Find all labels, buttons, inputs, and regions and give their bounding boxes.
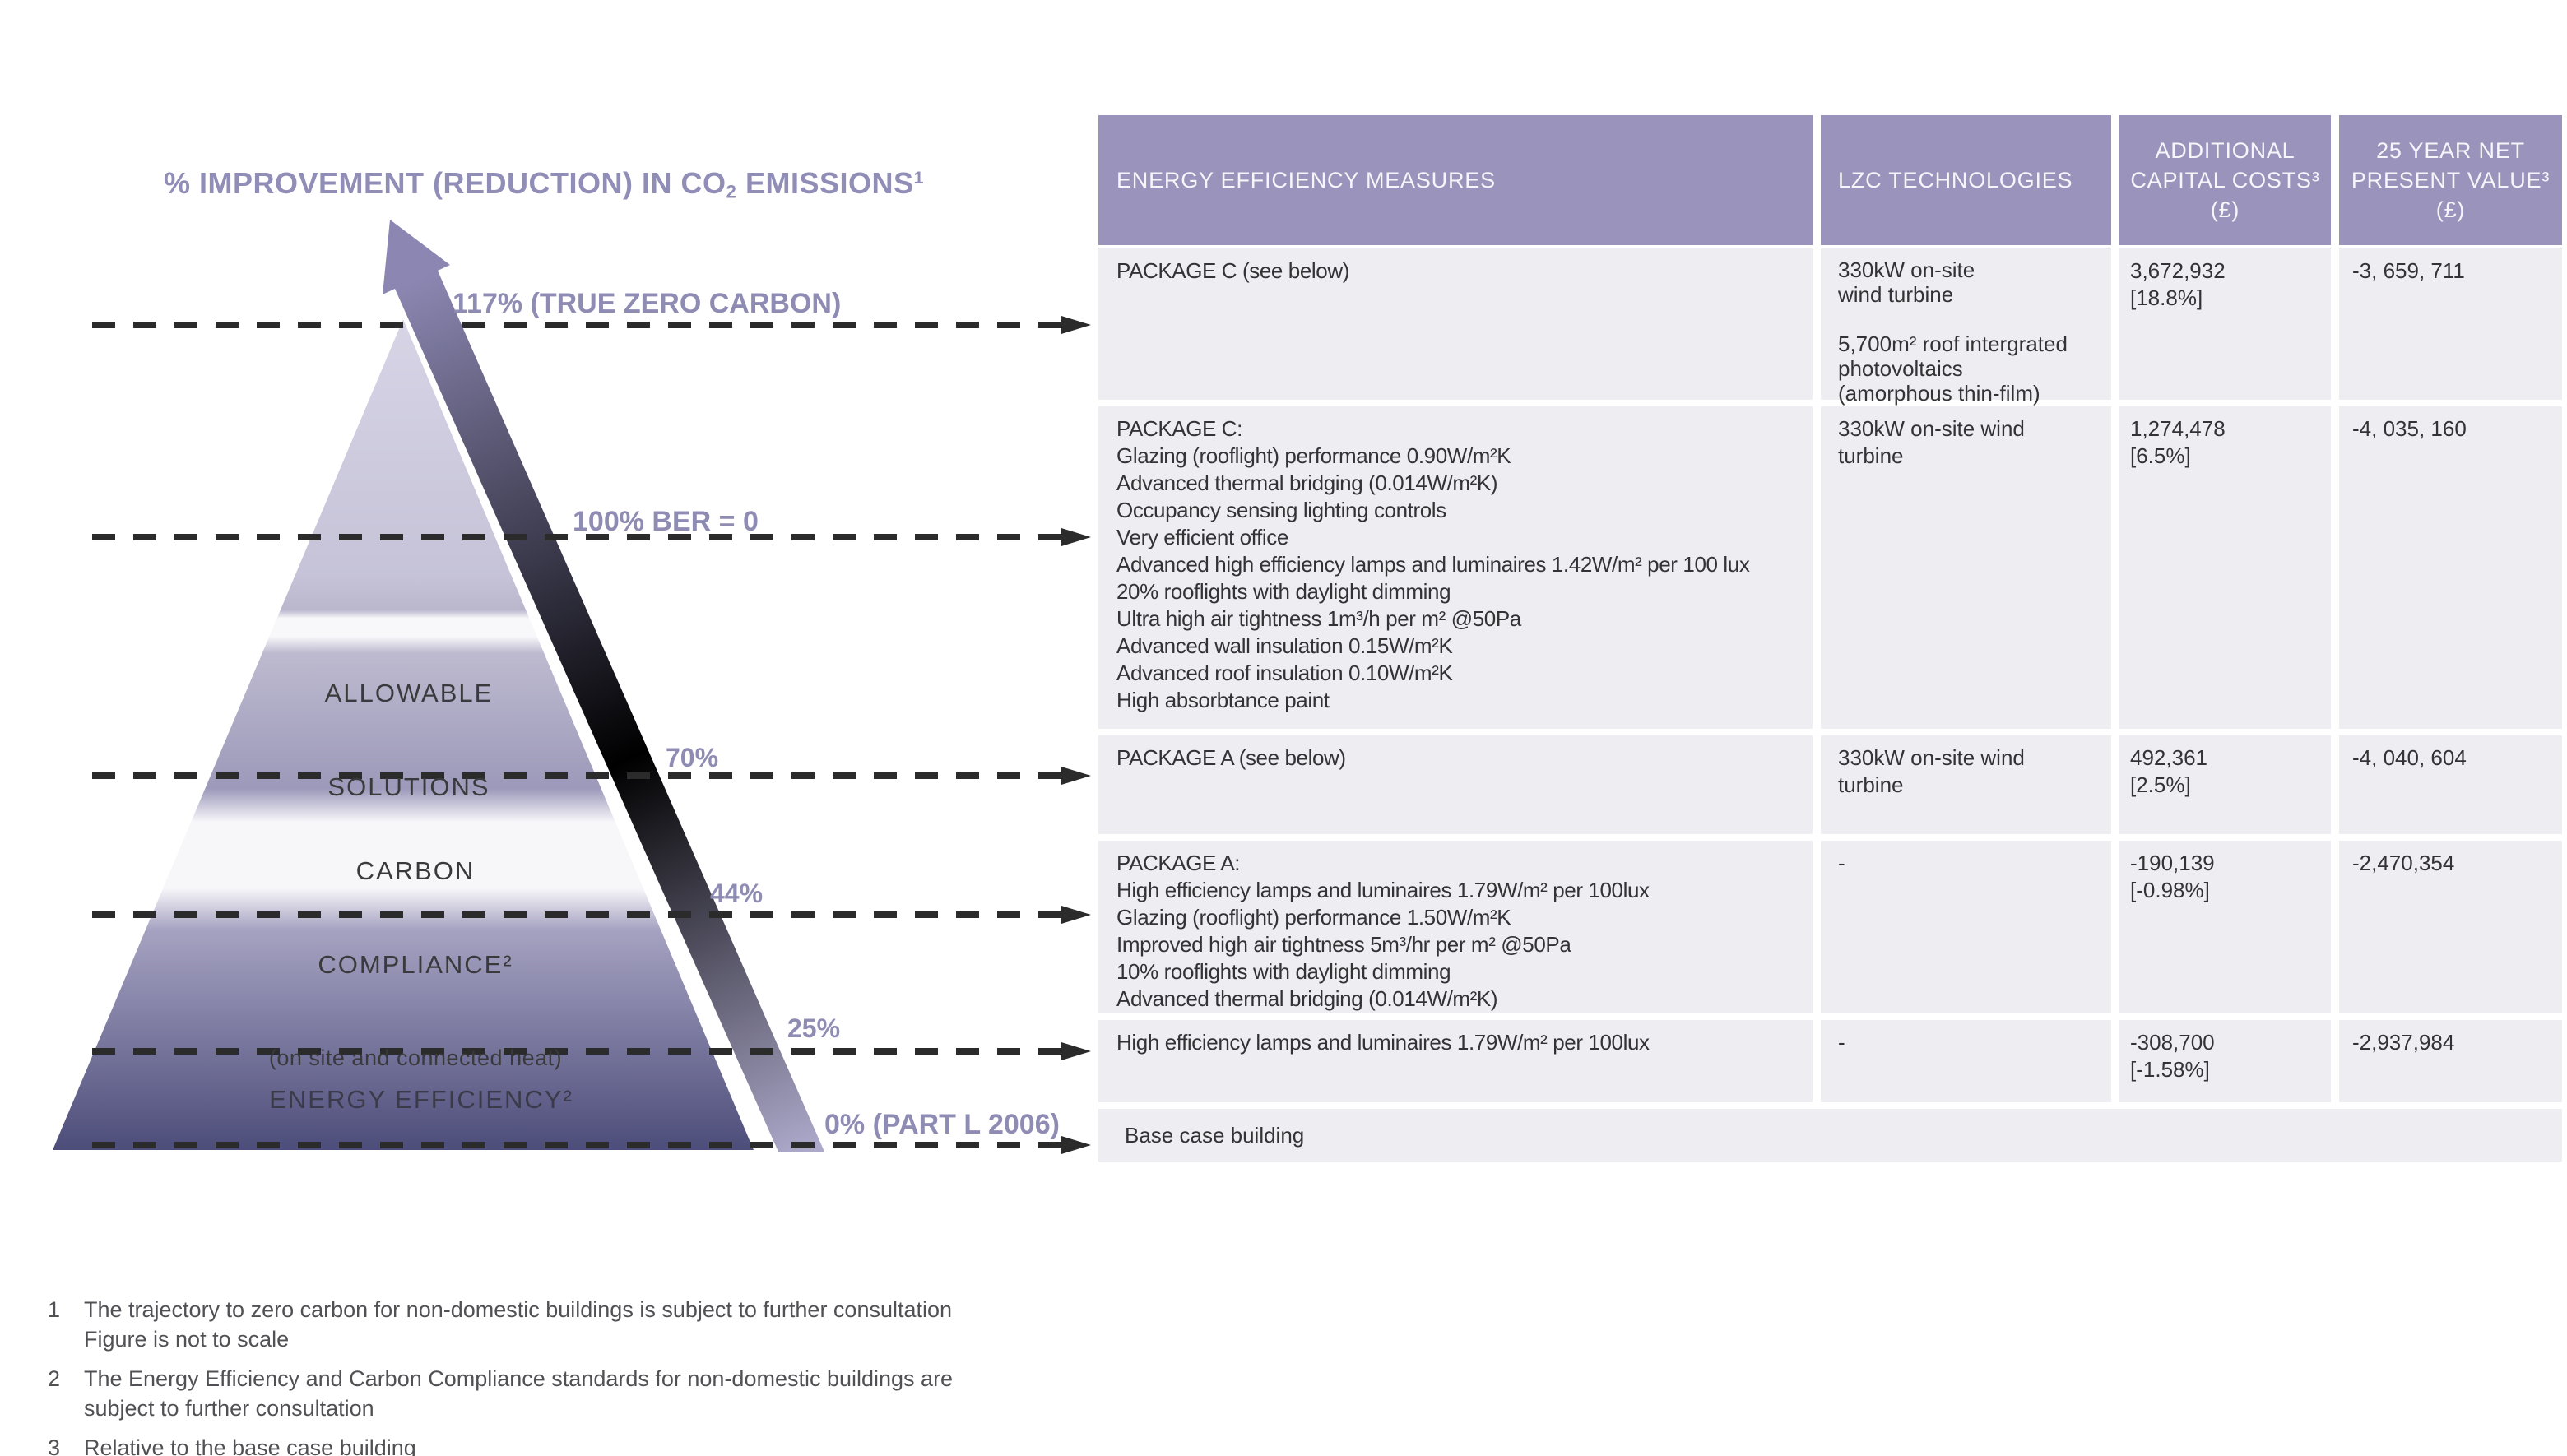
level-label-25: 25% [787, 1013, 841, 1043]
footnote-text: The trajectory to zero carbon for non-do… [84, 1297, 953, 1352]
footnote-number: 1 [48, 1297, 61, 1322]
pyramid-shape [53, 319, 754, 1150]
cell-cost: -308,700 [-1.58%] [2119, 1020, 2331, 1102]
cell-lzc: 330kW on-site wind turbine [1821, 406, 2111, 729]
cell-npv: -3, 659, 711 [2339, 248, 2562, 400]
table-row: PACKAGE C (see below) 330kW on-site wind… [1098, 248, 2562, 406]
level-label-100: 100% BER = 0 [573, 506, 759, 537]
footnote-number: 3 [48, 1435, 61, 1456]
carbon-line1: CARBON [355, 856, 476, 885]
table-row: PACKAGE A (see below) 330kW on-site wind… [1098, 735, 2562, 834]
footnote-3: 3 Relative to the base case building [48, 1433, 1076, 1456]
trajectory-arrow [383, 220, 824, 1152]
dashed-arrowheads [1061, 528, 1091, 1154]
cell-measures: PACKAGE C (see below) [1098, 248, 1813, 400]
cell-measures: PACKAGE A (see below) [1098, 735, 1813, 834]
carbon-line2: COMPLIANCE² [318, 950, 513, 979]
cell-npv: -4, 040, 604 [2339, 735, 2562, 834]
cell-npv: -2,470,354 [2339, 841, 2562, 1013]
cell-cost: 492,361 [2.5%] [2119, 735, 2331, 834]
pyramid-label-allowable-solutions: ALLOWABLE SOLUTIONS [325, 615, 494, 865]
footnote-number: 2 [48, 1366, 61, 1391]
pyramid-label-carbon-compliance: CARBON COMPLIANCE² (on site and connecte… [269, 793, 562, 1135]
table-row: High efficiency lamps and luminaires 1.7… [1098, 1020, 2562, 1102]
table-row: PACKAGE A: High efficiency lamps and lum… [1098, 841, 2562, 1013]
table-row-base-case: Base case building [1098, 1109, 2562, 1162]
level-label-44: 44% [710, 879, 764, 908]
header-energy-efficiency-measures: ENERGY EFFICIENCY MEASURES [1098, 115, 1813, 245]
level-label-70: 70% [666, 743, 719, 772]
title-text: % IMPROVEMENT (REDUCTION) IN CO [164, 166, 726, 200]
footnotes: 1 The trajectory to zero carbon for non-… [48, 1295, 1076, 1456]
cell-lzc: - [1821, 841, 2111, 1013]
cell-measures: PACKAGE A: High efficiency lamps and lum… [1098, 841, 1813, 1013]
cell-npv: -4, 035, 160 [2339, 406, 2562, 729]
cell-measures: PACKAGE C: Glazing (rooflight) performan… [1098, 406, 1813, 729]
header-lzc-technologies: LZC TECHNOLOGIES [1821, 115, 2111, 245]
table-header-row: ENERGY EFFICIENCY MEASURES LZC TECHNOLOG… [1098, 115, 2562, 245]
allowable-line1: ALLOWABLE [324, 679, 494, 707]
cell-lzc: - [1821, 1020, 2111, 1102]
table-row: PACKAGE C: Glazing (rooflight) performan… [1098, 406, 2562, 729]
cell-lzc: 330kW on-site wind turbine 5,700m² roof … [1821, 248, 2111, 406]
dashed-arrowhead-117 [1061, 316, 1091, 334]
footnote-text: Relative to the base case building [84, 1435, 416, 1456]
allowable-line2: SOLUTIONS [327, 772, 490, 801]
cell-measures: High efficiency lamps and luminaires 1.7… [1098, 1020, 1813, 1102]
carbon-subtitle: (on site and connected heat) [268, 1046, 563, 1070]
title-subscript: 2 [726, 181, 737, 202]
title-footnote-marker: 1 [913, 167, 924, 188]
level-label-0: 0% (PART L 2006) [824, 1109, 1060, 1140]
diagram-title: % IMPROVEMENT (REDUCTION) IN CO2 EMISSIO… [164, 166, 924, 203]
header-25-year-npv: 25 YEAR NET PRESENT VALUE³ (£) [2339, 115, 2562, 245]
title-text-2: EMISSIONS [736, 166, 914, 200]
header-additional-capital-costs: ADDITIONAL CAPITAL COSTS³ (£) [2119, 115, 2331, 245]
cell-npv: -2,937,984 [2339, 1020, 2562, 1102]
pyramid-label-energy-efficiency: ENERGY EFFICIENCY² [269, 1085, 573, 1114]
cell-cost: 3,672,932 [18.8%] [2119, 248, 2331, 400]
footnote-1: 1 The trajectory to zero carbon for non-… [48, 1295, 1076, 1354]
footnote-text: The Energy Efficiency and Carbon Complia… [84, 1366, 954, 1421]
pyramid-diagram-graphic [53, 220, 1091, 1154]
cell-cost: 1,274,478 [6.5%] [2119, 406, 2331, 729]
cell-lzc: 330kW on-site wind turbine [1821, 735, 2111, 834]
cell-cost: -190,139 [-0.98%] [2119, 841, 2331, 1013]
level-label-117: 117% (TRUE ZERO CARBON) [453, 288, 842, 319]
results-table: ENERGY EFFICIENCY MEASURES LZC TECHNOLOG… [1098, 115, 2562, 1162]
footnote-2: 2 The Energy Efficiency and Carbon Compl… [48, 1364, 1076, 1423]
